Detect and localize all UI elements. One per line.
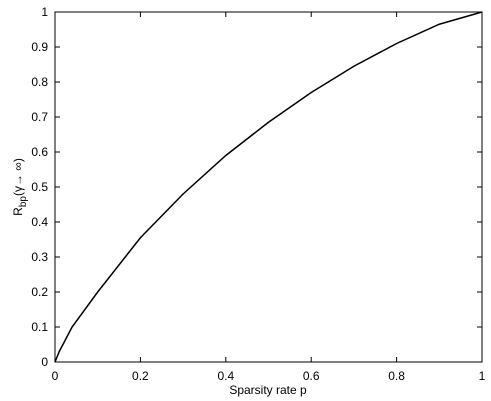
y-tick-label: 0.7 (31, 110, 48, 124)
y-tick-label: 0 (41, 355, 48, 369)
x-tick-label: 0.4 (217, 369, 234, 383)
y-tick-label: 0.4 (31, 215, 48, 229)
x-tick-label: 0.6 (303, 369, 320, 383)
x-tick-label: 0.8 (388, 369, 405, 383)
x-axis-label: Sparsity rate p (229, 383, 307, 397)
y-tick-label: 0.8 (31, 75, 48, 89)
x-tick-label: 0 (52, 369, 59, 383)
y-label-sub: bp (18, 196, 29, 208)
y-tick-label: 1 (41, 5, 48, 19)
axes-box (54, 11, 483, 363)
y-tick-label: 0.2 (31, 285, 48, 299)
y-tick-label: 0.3 (31, 250, 48, 264)
x-tick-label: 1 (479, 369, 486, 383)
y-tick-label: 0.5 (31, 180, 48, 194)
y-tick-label: 0.6 (31, 145, 48, 159)
y-label-rest: (γ→ ∞) (11, 158, 25, 196)
x-tick-label: 0.2 (132, 369, 149, 383)
y-tick-label: 0.9 (31, 40, 48, 54)
y-label-main: R (11, 207, 25, 216)
data-line (54, 11, 483, 363)
y-axis-label: Rbp(γ→ ∞) (11, 158, 29, 216)
y-tick-label: 0.1 (31, 320, 48, 334)
